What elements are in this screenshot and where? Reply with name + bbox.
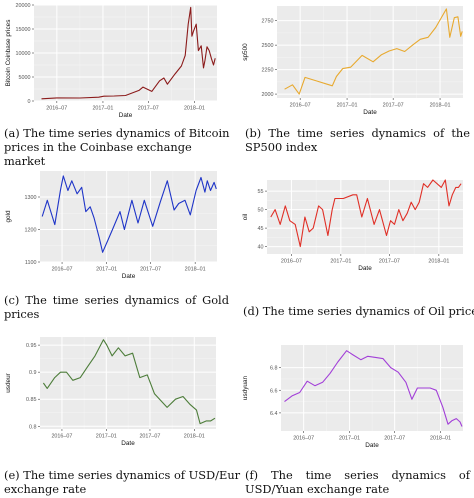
caption-a-line2: prices in the Coinbase exchange market [4, 140, 192, 168]
x-axis-title: Date [121, 440, 135, 447]
series-line [41, 175, 217, 253]
y-tick-label: 2500 [262, 43, 274, 49]
series-line [41, 6, 216, 100]
y-tick-label: 15000 [16, 27, 31, 33]
figure-panel-a: 0 5000 10000 15000 20000 2016–07 2017–01 2017–0… [0, 0, 237, 168]
x-tick-label: 2018–01 [185, 267, 206, 273]
y-tick-label: 2250 [262, 68, 274, 74]
chart-c: 1100 1200 1300 2016–07 2017–01 2017–07 2018–01… [5, 171, 217, 280]
y-axis-title: gold [5, 210, 12, 223]
series-line [284, 350, 463, 427]
caption-b-line1: (b) The time series dynamics of the [245, 126, 470, 140]
x-tick-label: 2017–07 [379, 259, 400, 265]
x-tick-label: 2018–01 [184, 106, 205, 112]
y-tick-label: 0.8 [29, 424, 37, 430]
chart-f: 6.4 6.6 6.8 2016–07 2017–01 2017–07 2018–01 Dat… [242, 345, 463, 449]
x-tick-label: 2017–07 [138, 106, 159, 112]
caption-f-line1: (f) The time series dynamics of [245, 468, 470, 482]
series-line [42, 339, 216, 425]
y-tick-label: 0.95 [26, 343, 37, 349]
x-tick-label: 2017–07 [383, 103, 404, 109]
x-axis-title: Date [122, 273, 136, 280]
caption-f-line2: USD/Yuan exchange rate [245, 482, 390, 496]
x-tick-label: 2017–07 [384, 436, 405, 442]
x-tick-label: 2017–01 [92, 106, 113, 112]
x-tick-label: 2017–07 [140, 267, 161, 273]
y-tick-label: 45 [258, 226, 264, 232]
x-tick-label: 2018–01 [430, 436, 451, 442]
x-tick-label: 2017–01 [339, 436, 360, 442]
caption-b-line2: SP500 index [245, 140, 318, 154]
y-tick-label: 20000 [16, 3, 31, 9]
x-tick-label: 2016–07 [51, 434, 72, 440]
x-tick-label: 2017–07 [139, 434, 160, 440]
caption-e-line2: exchange rate [4, 482, 87, 496]
y-tick-label: 6.6 [270, 388, 278, 394]
y-axis-title: usdeur [5, 372, 12, 392]
y-axis-title: Bitcoin Coinbase prices [5, 20, 12, 87]
y-tick-label: 0 [28, 99, 31, 105]
figure-panel-e: 0.8 0.85 0.9 0.95 2016–07 2017–01 2017–07 2018–… [0, 332, 241, 498]
y-tick-label: 2750 [262, 19, 274, 25]
caption-c-line1: (c) The time series dynamics of Gold [4, 293, 229, 307]
x-tick-label: 2017–01 [96, 267, 117, 273]
x-axis-title: Date [365, 442, 379, 449]
y-tick-label: 10000 [16, 51, 31, 57]
figure-panel-b: 2000 2250 2500 2750 2016–07 2017–01 2017–07 201… [237, 0, 474, 166]
y-tick-label: 6.4 [270, 411, 278, 417]
x-tick-label: 2016–07 [290, 103, 311, 109]
x-tick-label: 2016–07 [281, 259, 302, 265]
y-tick-label: 40 [258, 245, 264, 251]
caption-e-line1: (e) The time series dynamics of USD/Eur [4, 468, 241, 482]
x-tick-label: 2017–01 [96, 434, 117, 440]
y-axis-title: usdyuan [242, 375, 249, 400]
figure-panel-f: 6.4 6.6 6.8 2016–07 2017–01 2017–07 2018–01 Dat… [237, 332, 474, 498]
series-line [284, 8, 463, 95]
series-line [270, 179, 462, 248]
x-tick-label: 2016–07 [293, 436, 314, 442]
x-tick-label: 2016–07 [46, 106, 67, 112]
chart-e: 0.8 0.85 0.9 0.95 2016–07 2017–01 2017–07 2018–… [5, 337, 216, 447]
x-tick-label: 2018–01 [428, 259, 449, 265]
x-axis-title: Date [119, 112, 133, 118]
x-tick-label: 2016–07 [52, 267, 73, 273]
x-axis-title: Date [363, 109, 377, 116]
y-tick-label: 55 [258, 189, 264, 195]
x-axis-title: Date [358, 265, 372, 272]
y-tick-label: 6.8 [270, 366, 278, 372]
y-tick-label: 1200 [25, 228, 37, 234]
chart-a: 0 5000 10000 15000 20000 2016–07 2017–01 2017–0… [5, 3, 217, 118]
caption-a-line1: (a) The time series dynamics of Bitcoin [4, 126, 230, 140]
x-tick-label: 2017–01 [330, 259, 351, 265]
figure-panel-c: 1100 1200 1300 2016–07 2017–01 2017–07 2018–01… [0, 166, 237, 332]
y-tick-label: 1100 [25, 260, 37, 266]
y-axis-title: oil [242, 214, 249, 220]
y-tick-label: 2000 [262, 92, 274, 98]
x-tick-label: 2018–01 [184, 434, 205, 440]
y-tick-label: 1300 [25, 195, 37, 201]
chart-b: 2000 2250 2500 2750 2016–07 2017–01 2017–07 201… [242, 6, 463, 116]
chart-d: 40 45 50 55 2016–07 2017–01 2017–07 2018–01 Date… [242, 179, 463, 272]
caption-d-line1: (d) The time series dynamics of Oil pric… [243, 304, 474, 318]
y-axis-title: sp500 [242, 43, 249, 61]
y-tick-label: 0.85 [26, 397, 37, 403]
x-tick-label: 2017–01 [337, 103, 358, 109]
x-tick-label: 2018–01 [430, 103, 451, 109]
caption-c-line2: prices [4, 307, 40, 321]
figure-panel-d: 40 45 50 55 2016–07 2017–01 2017–07 2018–01 Date… [237, 166, 474, 332]
y-tick-label: 50 [258, 208, 264, 214]
y-tick-label: 5000 [19, 75, 31, 81]
y-tick-label: 0.9 [29, 370, 37, 376]
